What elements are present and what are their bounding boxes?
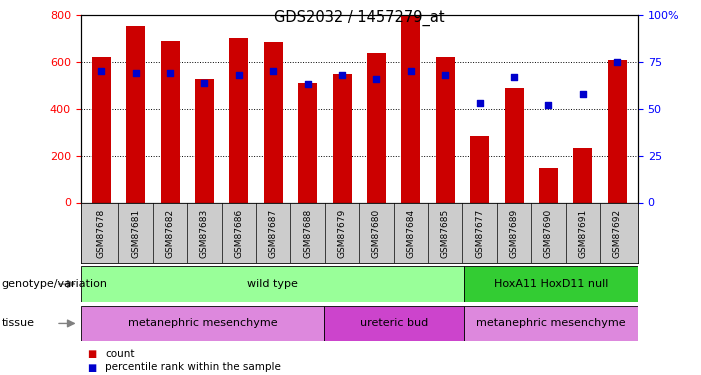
Point xyxy=(199,80,210,86)
Point xyxy=(233,72,245,78)
Text: GDS2032 / 1457279_at: GDS2032 / 1457279_at xyxy=(274,9,444,26)
Text: percentile rank within the sample: percentile rank within the sample xyxy=(105,363,281,372)
Bar xyxy=(505,88,524,202)
Bar xyxy=(81,306,325,341)
Text: GSM87687: GSM87687 xyxy=(268,209,278,258)
Text: ureteric bud: ureteric bud xyxy=(360,318,428,328)
Text: GSM87686: GSM87686 xyxy=(234,209,243,258)
Bar xyxy=(464,306,638,341)
Point xyxy=(440,72,451,78)
Bar xyxy=(161,41,179,203)
Bar xyxy=(81,266,464,302)
Bar xyxy=(436,57,455,202)
Text: GSM87690: GSM87690 xyxy=(544,209,553,258)
Point xyxy=(577,91,588,97)
Bar xyxy=(470,136,489,202)
Text: GSM87682: GSM87682 xyxy=(165,209,175,258)
Text: ■: ■ xyxy=(88,350,97,359)
Point xyxy=(165,70,176,76)
Bar xyxy=(92,57,111,202)
Point xyxy=(474,100,485,106)
Point xyxy=(302,81,313,87)
Bar xyxy=(332,74,351,202)
Text: metanephric mesenchyme: metanephric mesenchyme xyxy=(128,318,278,328)
Text: GSM87678: GSM87678 xyxy=(97,209,106,258)
Text: genotype/variation: genotype/variation xyxy=(1,279,107,289)
Text: GSM87692: GSM87692 xyxy=(613,209,622,258)
Bar xyxy=(608,60,627,202)
Point xyxy=(508,74,519,80)
Point xyxy=(95,68,107,74)
Point xyxy=(130,70,142,76)
Point xyxy=(543,102,554,108)
Bar xyxy=(195,80,214,203)
Text: GSM87688: GSM87688 xyxy=(303,209,312,258)
Text: GSM87683: GSM87683 xyxy=(200,209,209,258)
Bar xyxy=(573,148,592,202)
Text: tissue: tissue xyxy=(1,318,34,328)
Bar xyxy=(367,53,386,202)
Bar xyxy=(298,83,317,203)
Bar xyxy=(229,39,248,203)
Text: GSM87689: GSM87689 xyxy=(510,209,519,258)
Text: GSM87679: GSM87679 xyxy=(338,209,346,258)
Text: HoxA11 HoxD11 null: HoxA11 HoxD11 null xyxy=(494,279,608,289)
Text: metanephric mesenchyme: metanephric mesenchyme xyxy=(476,318,626,328)
Text: GSM87685: GSM87685 xyxy=(441,209,450,258)
Point xyxy=(612,59,623,65)
Text: GSM87691: GSM87691 xyxy=(578,209,587,258)
Text: GSM87681: GSM87681 xyxy=(131,209,140,258)
Point xyxy=(268,68,279,74)
Text: GSM87677: GSM87677 xyxy=(475,209,484,258)
Text: count: count xyxy=(105,350,135,359)
Text: ■: ■ xyxy=(88,363,97,372)
Bar xyxy=(126,26,145,202)
Bar xyxy=(264,42,283,203)
Text: wild type: wild type xyxy=(247,279,298,289)
Bar xyxy=(402,16,421,203)
Text: GSM87684: GSM87684 xyxy=(407,209,416,258)
Point xyxy=(405,68,416,74)
Point xyxy=(371,76,382,82)
Bar xyxy=(325,306,464,341)
Text: GSM87680: GSM87680 xyxy=(372,209,381,258)
Bar xyxy=(539,168,558,202)
Point xyxy=(336,72,348,78)
Bar xyxy=(464,266,638,302)
